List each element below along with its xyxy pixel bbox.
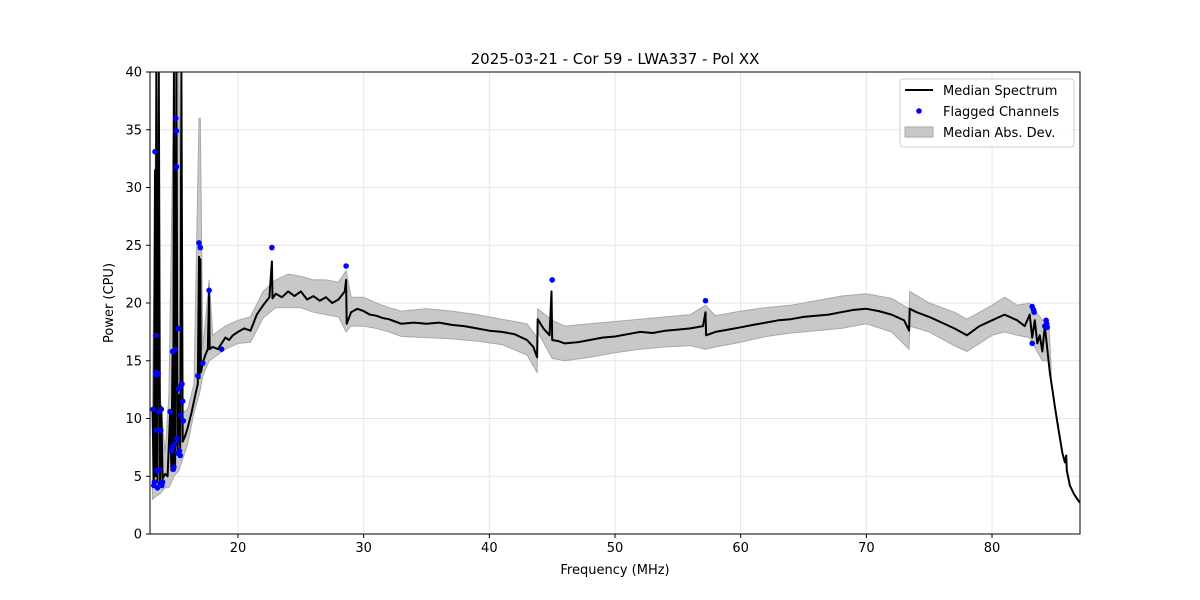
y-tick-label: 5	[134, 470, 142, 485]
x-axis-label: Frequency (MHz)	[560, 563, 669, 578]
flagged-channel-point	[152, 332, 159, 339]
flagged-channel-point	[176, 448, 183, 454]
flagged-channel-point	[158, 406, 165, 413]
flagged-channel-point	[269, 244, 275, 251]
flagged-channel-point	[179, 398, 186, 405]
x-tick-label: 30	[355, 541, 372, 556]
legend: Median Spectrum Flagged Channels Median Ab…	[899, 78, 1075, 148]
y-axis-label: Power (CPU)	[102, 263, 117, 343]
flagged-channel-point	[150, 406, 156, 413]
y-axis: 0 5 10 15 20 25 30 35 40	[125, 66, 150, 543]
flagged-channel-point	[173, 163, 180, 170]
flagged-channel-point	[702, 297, 709, 304]
flagged-channel-point	[1029, 340, 1035, 347]
flagged-channel-point	[177, 452, 183, 459]
median-spectrum-line	[151, 72, 1080, 504]
y-tick-label: 40	[125, 66, 142, 81]
legend-label: Median Spectrum	[943, 84, 1057, 99]
flagged-channel-point	[171, 464, 177, 470]
flagged-channel-point	[167, 408, 173, 415]
y-tick-label: 30	[125, 181, 142, 196]
y-tick-label: 25	[125, 239, 142, 254]
flagged-channel-point	[549, 277, 555, 283]
flagged-channel-point	[155, 370, 161, 377]
flagged-channel-point	[171, 441, 178, 447]
flagged-channel-point	[174, 435, 180, 441]
flagged-channel-point	[195, 373, 201, 379]
y-tick-label: 15	[125, 354, 142, 369]
flagged-channel-point	[172, 346, 178, 353]
flagged-channel-point	[197, 244, 204, 251]
flagged-channel-point	[157, 427, 164, 433]
x-tick-label: 20	[230, 541, 247, 556]
flagged-channel-point	[178, 412, 184, 418]
flagged-channel-point	[175, 325, 182, 332]
y-tick-label: 35	[125, 123, 142, 138]
y-tick-label: 20	[125, 297, 142, 312]
x-tick-label: 60	[732, 541, 749, 556]
flagged-channel-point	[156, 466, 163, 473]
flagged-channel-point	[1044, 324, 1051, 331]
flagged-channel-point	[173, 128, 180, 134]
legend-label: Median Abs. Dev.	[943, 126, 1055, 141]
x-tick-label: 50	[607, 541, 624, 556]
flagged-channel-point	[343, 263, 349, 269]
legend-label: Flagged Channels	[943, 105, 1059, 120]
legend-swatch-marker	[916, 108, 922, 114]
y-tick-label: 10	[125, 412, 142, 427]
flagged-channel-point	[173, 115, 179, 121]
flagged-channel-point	[180, 418, 187, 424]
flagged-channel-point	[152, 148, 158, 155]
x-tick-label: 80	[984, 541, 1001, 556]
flagged-channel-point	[159, 479, 166, 485]
plot-area	[150, 72, 1080, 504]
flagged-channel-point	[218, 346, 225, 353]
flagged-channel-point	[151, 479, 158, 485]
x-tick-label: 40	[481, 541, 498, 556]
legend-swatch-band	[904, 126, 934, 138]
flagged-channel-point	[206, 287, 212, 294]
flagged-channel-point	[153, 427, 160, 433]
chart-title: 2025-03-21 - Cor 59 - LWA337 - Pol XX	[471, 50, 760, 68]
flagged-channel-point	[196, 240, 202, 246]
x-tick-label: 70	[858, 541, 875, 556]
flagged-channel-point	[179, 381, 185, 387]
y-tick-label: 0	[134, 528, 142, 543]
legend-box	[899, 78, 1075, 148]
flagged-channel-point	[200, 360, 206, 366]
x-axis: 20 30 40 50 60 70 80	[230, 534, 1001, 556]
flagged-channel-point	[1031, 309, 1037, 316]
